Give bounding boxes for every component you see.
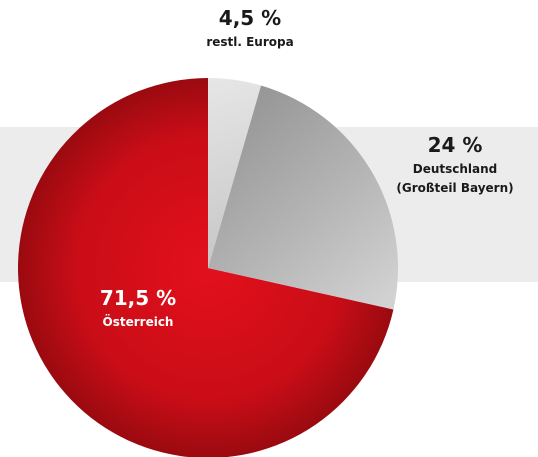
label-oesterreich-percent: 71,5 % (100, 286, 176, 310)
pie-slices (18, 78, 398, 457)
slice-deutschland (208, 85, 398, 310)
label-deutschland-text-1: Deutschland (413, 162, 498, 176)
label-deutschland-percent: 24 % (428, 133, 483, 157)
pie-labels: 71,5 % Österreich 24 % Deutschland (Großteil… (100, 6, 514, 329)
label-deutschland-text-2: (Großteil Bayern) (396, 181, 513, 195)
label-oesterreich-text-1: Österreich (103, 314, 174, 329)
label-restl-europa-percent: 4,5 % (219, 6, 281, 30)
label-oesterreich: 71,5 % Österreich (100, 286, 176, 329)
slice-restl-europa (208, 78, 262, 268)
label-restl-europa-text-1: restl. Europa (206, 35, 293, 49)
label-deutschland: 24 % Deutschland (Großteil Bayern) (396, 133, 513, 195)
label-restl-europa: 4,5 % restl. Europa (206, 6, 293, 49)
slice-oesterreich (18, 78, 394, 457)
